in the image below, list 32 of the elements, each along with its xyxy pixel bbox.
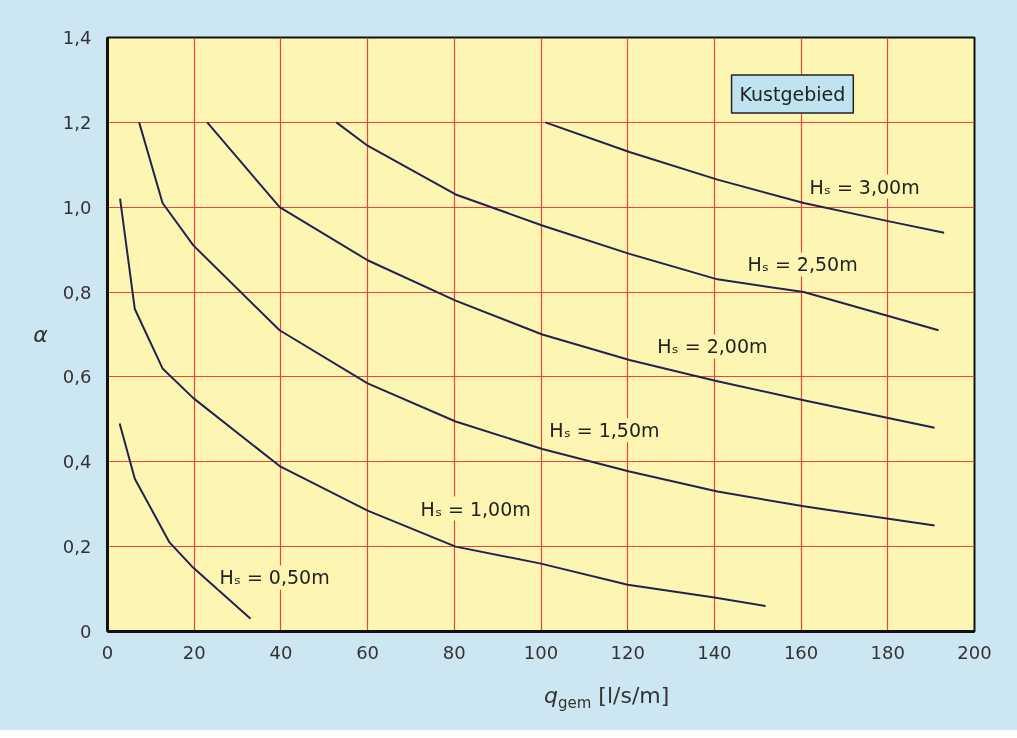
line-series (119, 197, 767, 608)
x-tick-label: 40 (269, 641, 293, 663)
y-tick-label: 0,6 (62, 366, 92, 388)
y-axis-title: α (33, 322, 49, 347)
x-tick-label: 60 (356, 641, 380, 663)
x-tick-label: 80 (442, 641, 466, 663)
series-label: Hₛ = 3,00m (809, 175, 920, 198)
series-label: Hₛ = 2,50m (747, 253, 858, 276)
line-series (335, 121, 940, 332)
y-tick-label: 1,2 (62, 111, 92, 133)
y-tick-label: 1,4 (62, 27, 92, 48)
series-label: Hₛ = 1,50m (549, 419, 660, 442)
y-tick-label: 0,8 (62, 281, 92, 303)
x-axis-title: q$_{gem}$ [l/s/m] (543, 682, 670, 715)
x-tick-label: 100 (523, 641, 559, 663)
series-label: Hₛ = 0,50m (219, 566, 330, 589)
line-series (138, 121, 936, 527)
y-tick-label: 0,2 (62, 536, 92, 558)
y-tick-label: 0 (80, 621, 92, 642)
series-label: Hₛ = 2,00m (657, 335, 768, 358)
x-tick-label: 160 (783, 641, 819, 663)
x-tick-label: 20 (182, 641, 206, 663)
x-tick-label: 120 (610, 641, 645, 663)
y-tick-label: 1,0 (62, 196, 92, 218)
series-label: Hₛ = 1,00m (420, 497, 531, 520)
y-tick-label: 0,4 (62, 451, 92, 473)
annotation: Kustgebied (739, 82, 846, 105)
x-tick-label: 200 (957, 641, 992, 663)
line-series (544, 121, 946, 234)
x-tick-label: 180 (870, 641, 905, 663)
x-tick-label: 0 (101, 641, 114, 663)
x-tick-label: 140 (697, 641, 732, 663)
